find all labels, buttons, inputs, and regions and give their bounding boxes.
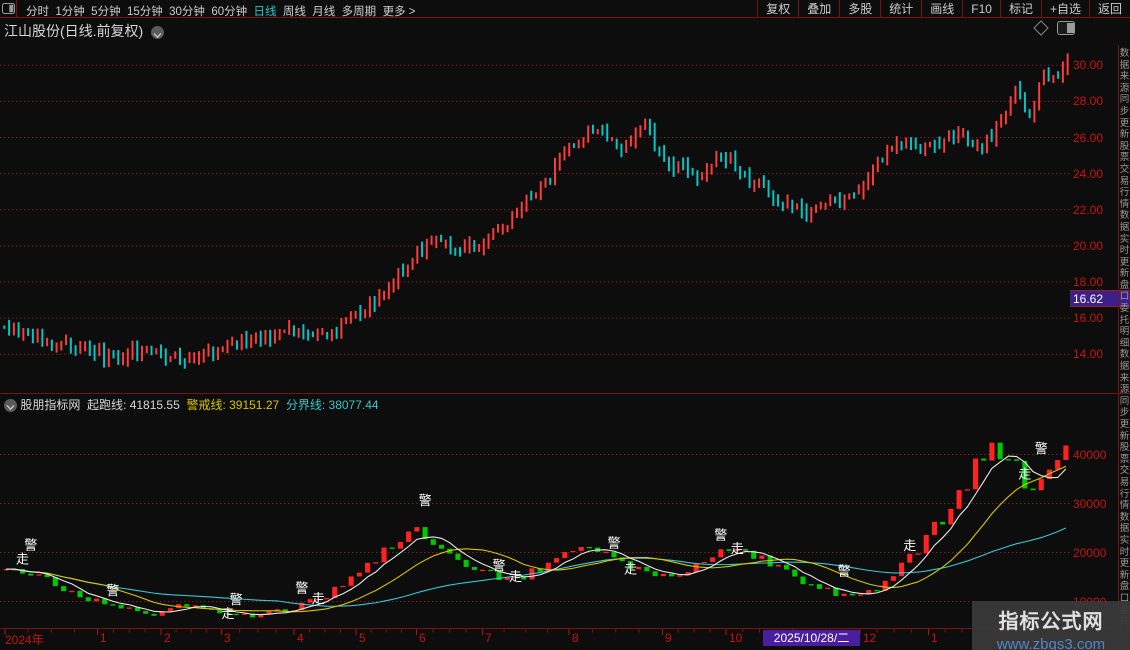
svg-text:走: 走	[731, 541, 744, 556]
svg-text:警: 警	[295, 581, 308, 596]
svg-text:走: 走	[221, 606, 234, 621]
svg-text:警: 警	[419, 493, 432, 508]
svg-text:警: 警	[607, 535, 620, 550]
svg-text:警: 警	[24, 538, 37, 553]
svg-text:走: 走	[903, 538, 916, 553]
svg-text:警: 警	[714, 527, 727, 542]
svg-text:走: 走	[624, 561, 637, 576]
svg-text:走: 走	[16, 552, 29, 567]
svg-text:警: 警	[838, 564, 851, 579]
svg-text:警: 警	[1035, 441, 1048, 456]
svg-text:走: 走	[1018, 467, 1031, 482]
svg-text:警: 警	[106, 583, 119, 598]
svg-text:走: 走	[509, 569, 522, 584]
svg-text:警: 警	[492, 558, 505, 573]
svg-text:警: 警	[230, 592, 243, 607]
svg-text:走: 走	[312, 591, 325, 606]
